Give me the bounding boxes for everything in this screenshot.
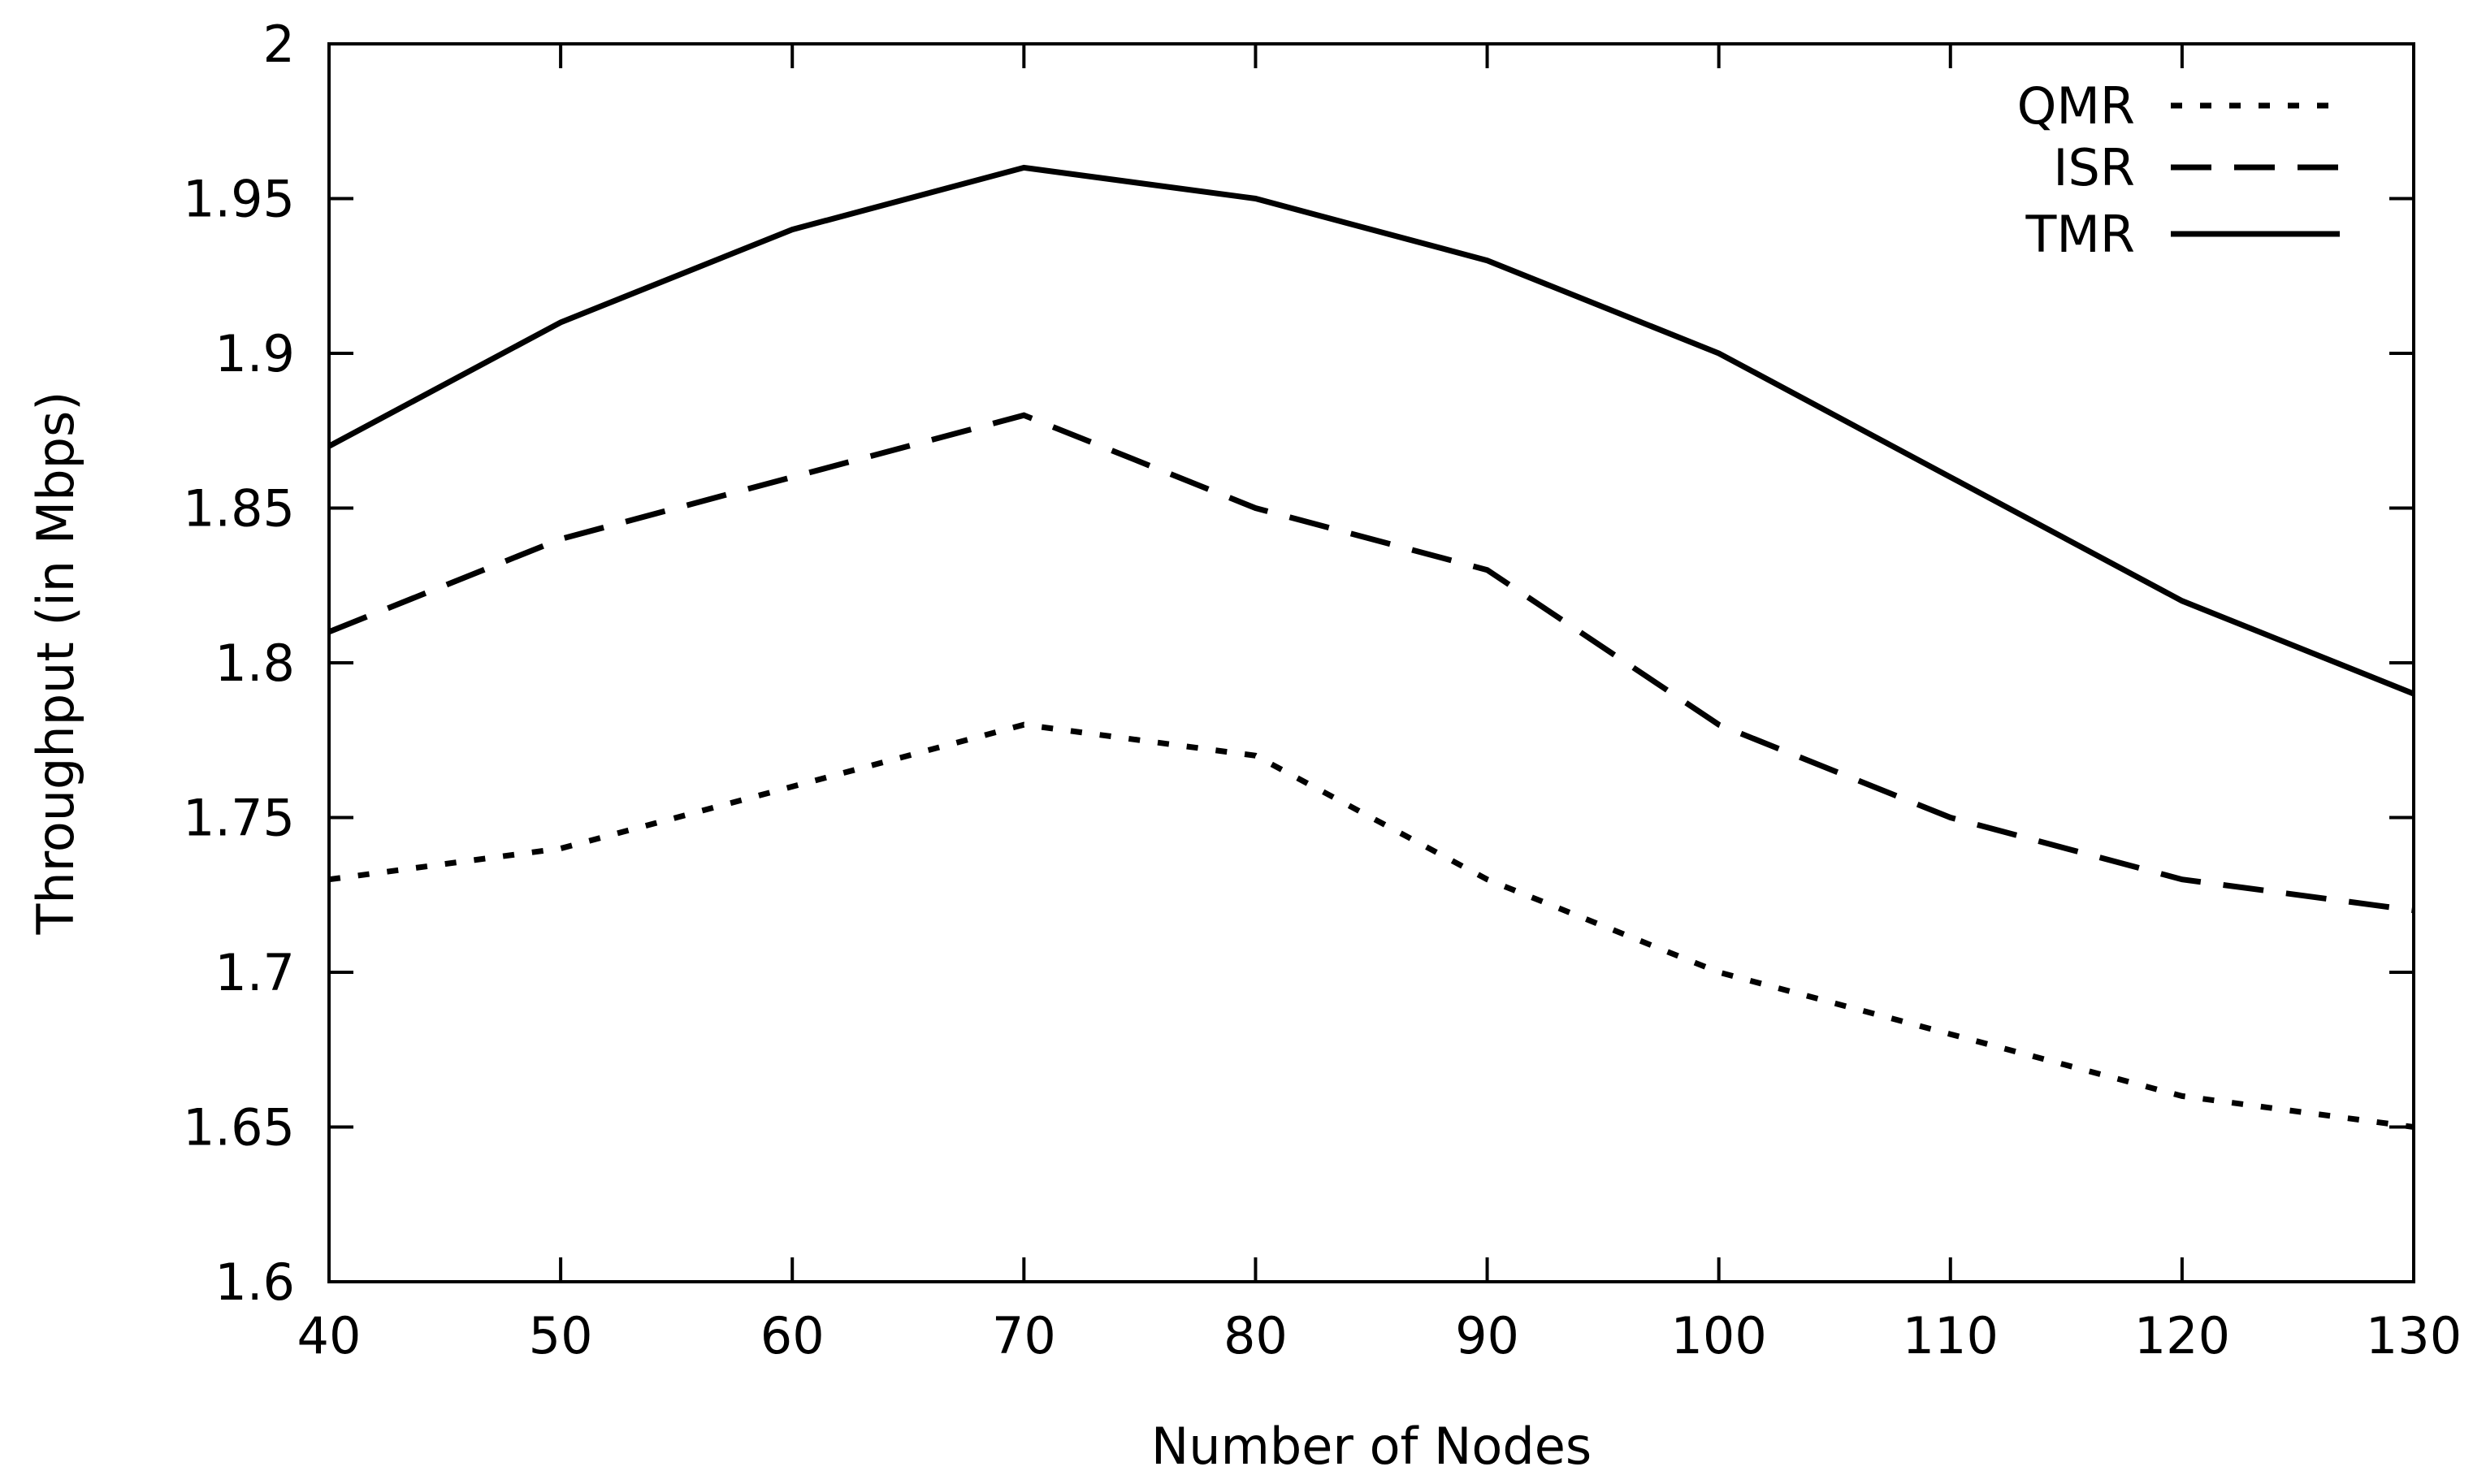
x-tick-label: 130 <box>2366 1306 2462 1365</box>
series-line-tmr <box>327 164 2415 697</box>
x-axis-label: Number of Nodes <box>1151 1417 1592 1476</box>
y-axis-tick-labels: 1.6 1.65 1.7 1.75 1.8 1.85 1.9 1.95 2 <box>183 15 295 1312</box>
y-tick-label: 2 <box>263 15 295 74</box>
x-axis-tick-labels: 40 50 60 70 80 90 100 110 120 130 <box>297 1306 2462 1365</box>
y-axis-ticks <box>329 42 2414 1283</box>
y-tick-label: 1.75 <box>183 789 295 848</box>
series-line-isr <box>327 412 2415 914</box>
series-line-qmr <box>328 721 2415 1130</box>
y-tick-label: 1.85 <box>183 479 295 539</box>
x-tick-label: 50 <box>529 1306 593 1365</box>
x-tick-label: 70 <box>992 1306 1056 1365</box>
x-tick-label: 40 <box>297 1306 362 1365</box>
y-axis-label: Throughput (in Mbps) <box>26 392 85 936</box>
legend-label-qmr: QMR <box>2017 76 2135 136</box>
x-tick-label: 100 <box>1670 1306 1766 1365</box>
plot-frame <box>327 42 2415 1283</box>
y-tick-label: 1.7 <box>214 943 295 1002</box>
legend-label-tmr: TMR <box>2025 205 2135 264</box>
y-tick-label: 1.8 <box>214 634 295 693</box>
x-tick-label: 110 <box>1903 1306 1999 1365</box>
y-tick-label: 1.9 <box>214 324 295 383</box>
y-tick-label: 1.65 <box>183 1098 295 1157</box>
y-tick-label: 1.6 <box>214 1253 295 1312</box>
x-tick-label: 80 <box>1224 1306 1288 1365</box>
legend-label-isr: ISR <box>2053 138 2135 197</box>
x-tick-label: 90 <box>1455 1306 1519 1365</box>
x-tick-label: 60 <box>760 1306 825 1365</box>
x-tick-label: 120 <box>2134 1306 2230 1365</box>
y-tick-label: 1.95 <box>183 170 295 229</box>
series-lines <box>327 164 2415 1130</box>
